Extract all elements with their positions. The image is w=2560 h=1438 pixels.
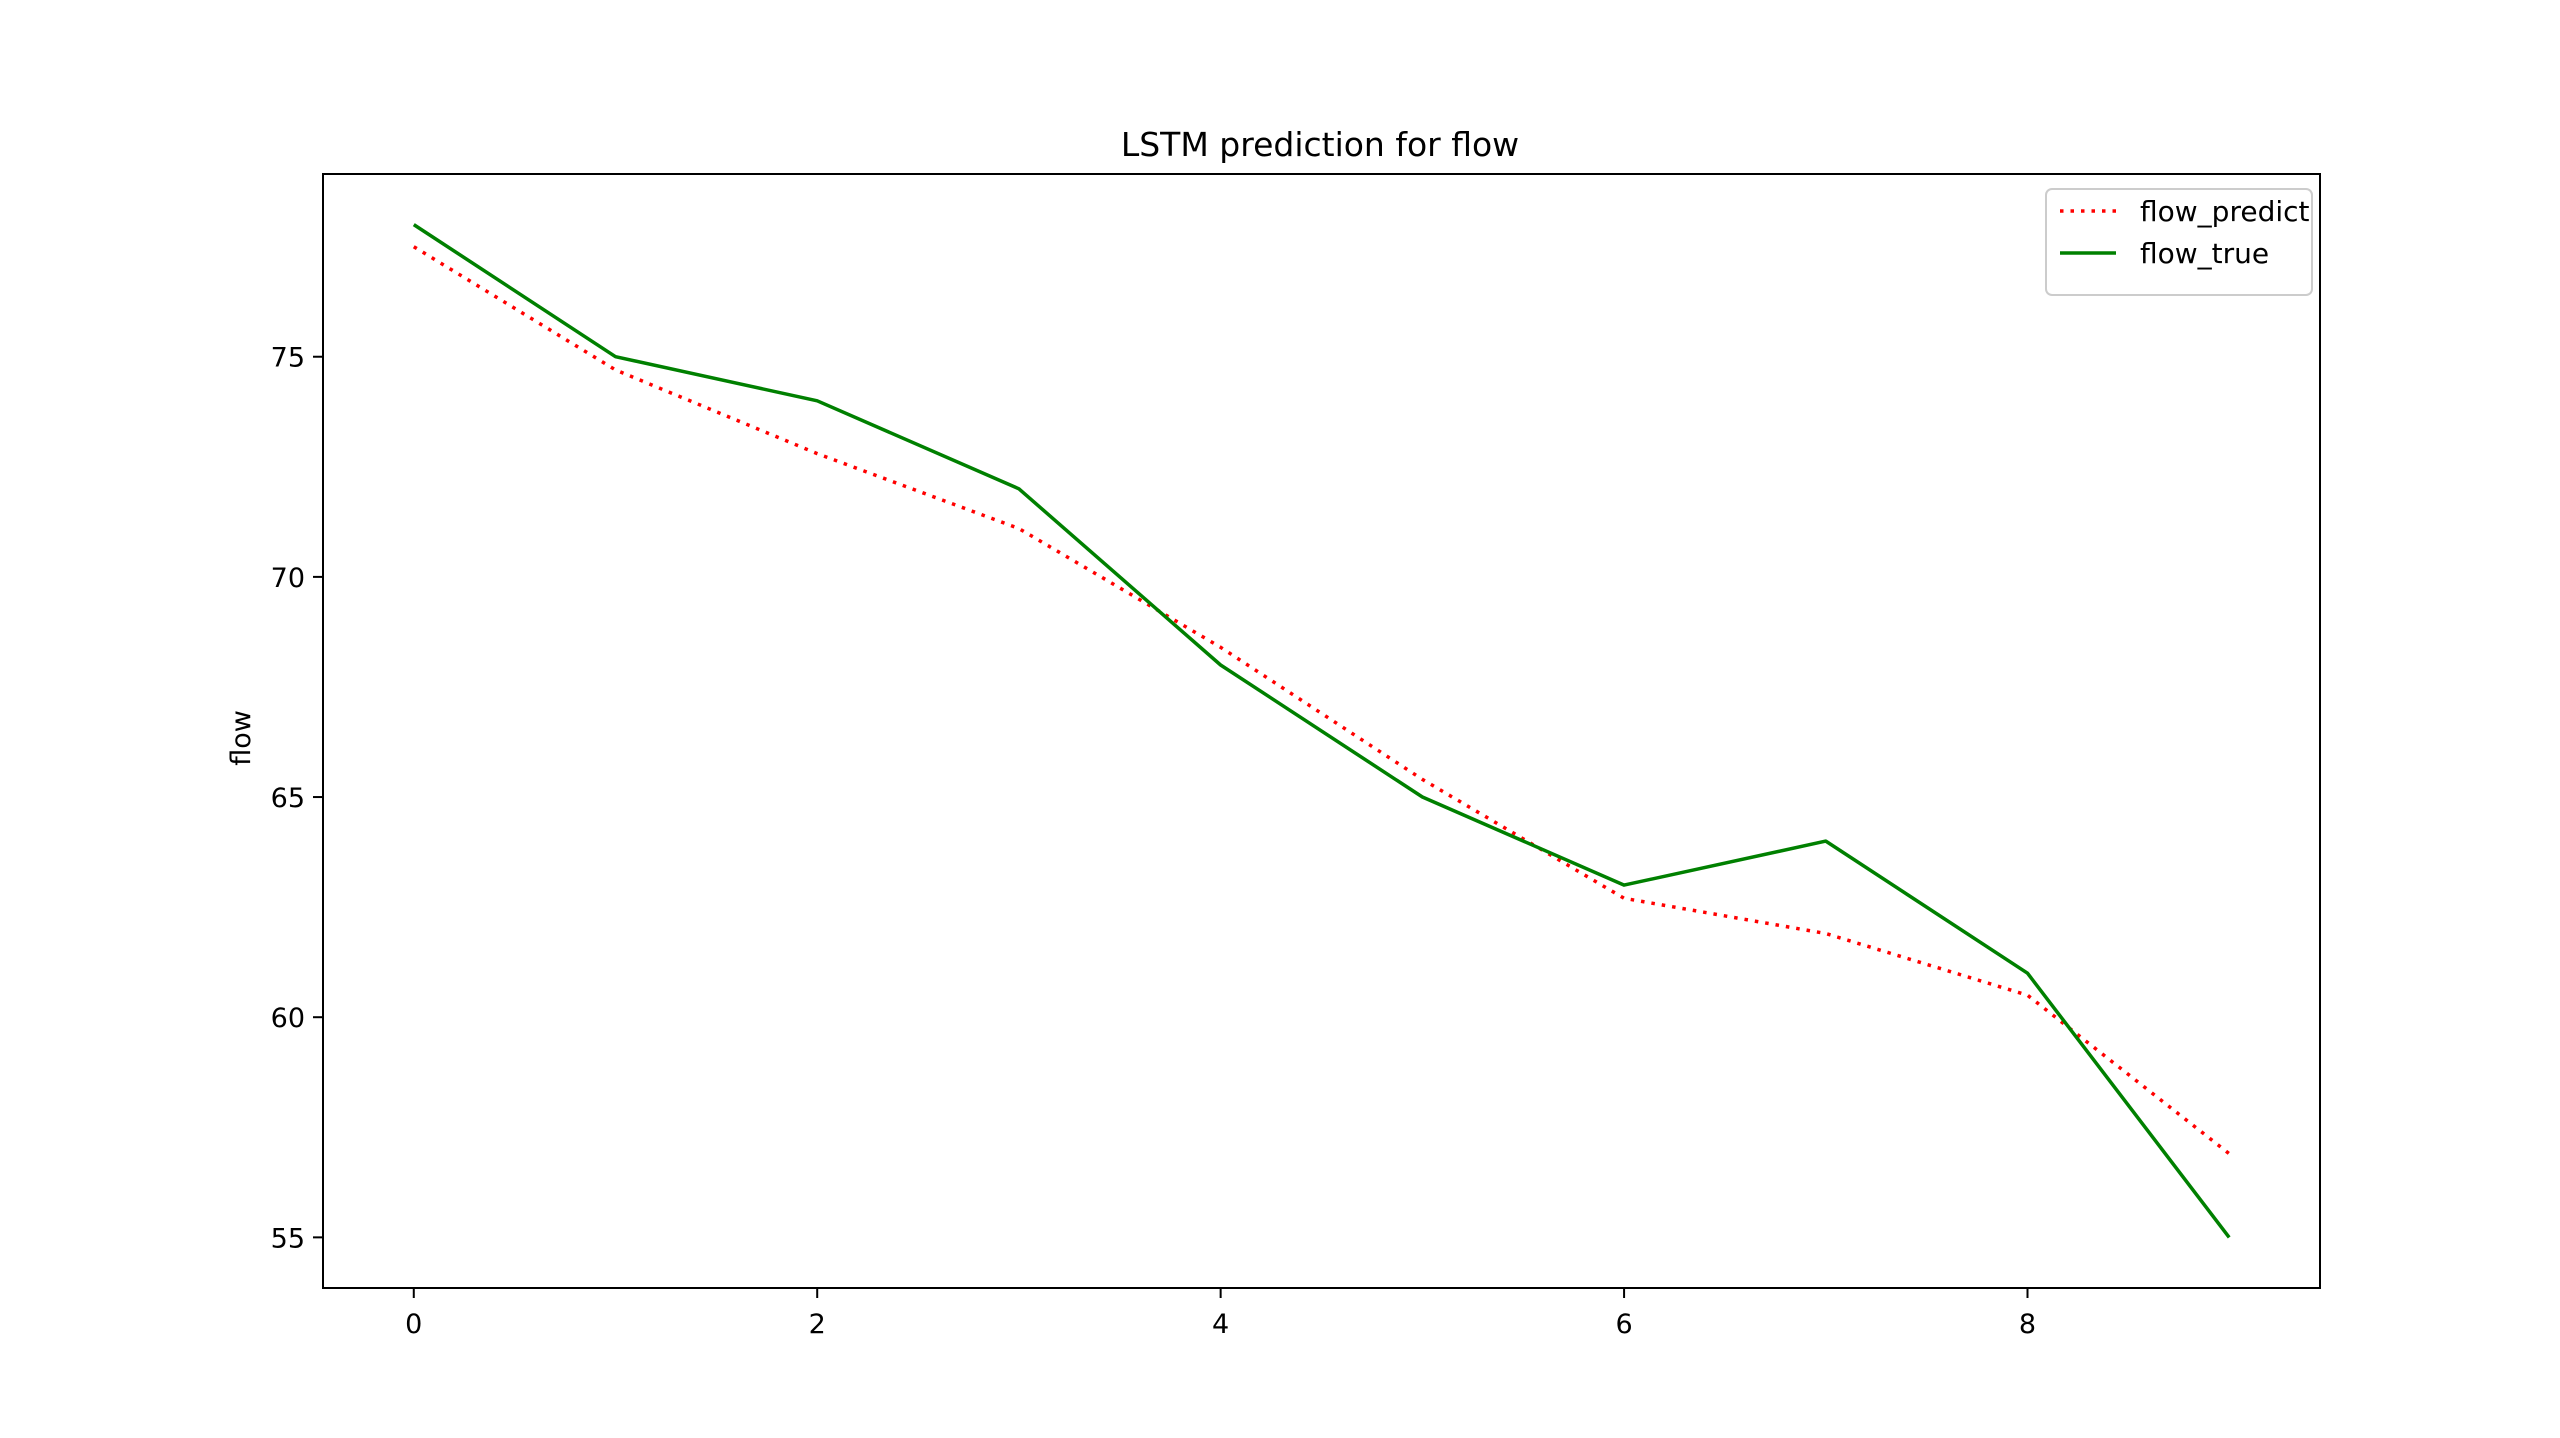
- y-axis-label: flow: [226, 710, 257, 766]
- x-tick-label: 6: [1615, 1309, 1632, 1340]
- x-tick-label: 8: [2019, 1309, 2036, 1340]
- legend-label-flow_predict: flow_predict: [2140, 195, 2310, 228]
- y-tick-label: 75: [271, 343, 305, 374]
- y-axis-ticks: 55 60 65 70 75: [271, 343, 323, 1254]
- plot-frame: [322, 173, 2321, 1289]
- x-tick-label: 0: [405, 1309, 422, 1340]
- legend: flow_predict flow_true: [2045, 188, 2313, 296]
- legend-label-flow_true: flow_true: [2140, 237, 2269, 270]
- x-tick-label: 2: [809, 1309, 826, 1340]
- series-line-flow_true: [412, 223, 2231, 1239]
- x-axis-ticks: 0 2 4 6 8: [405, 1288, 2036, 1340]
- y-tick-label: 65: [271, 783, 305, 814]
- legend-box: [2045, 188, 2313, 296]
- series-layer: [412, 223, 2231, 1239]
- y-tick-label: 70: [271, 563, 305, 594]
- chart-title: LSTM prediction for flow: [1121, 125, 1519, 164]
- y-tick-label: 55: [271, 1223, 305, 1254]
- x-tick-label: 4: [1212, 1309, 1229, 1340]
- y-tick-label: 60: [271, 1003, 305, 1034]
